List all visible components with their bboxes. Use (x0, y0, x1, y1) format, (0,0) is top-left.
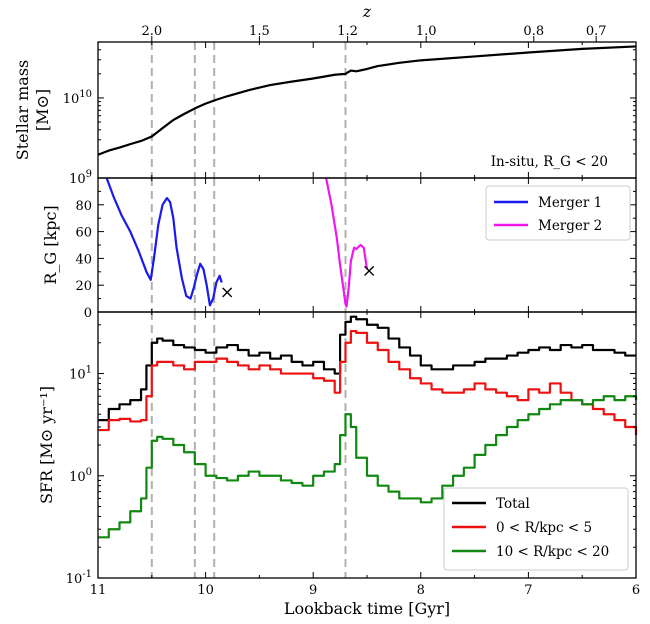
data-layer: ×× (98, 46, 636, 537)
legend-inner-label: 0 < R/kpc < 5 (496, 520, 592, 536)
x-tick-label-2: 9 (309, 583, 317, 598)
sfr-legend: Total 0 < R/kpc < 5 10 < R/kpc < 20 (444, 488, 628, 570)
z-tick-label-5: 0.7 (586, 24, 607, 39)
top-axis-title: z (362, 2, 372, 21)
x-tick-label-0: 11 (90, 583, 107, 598)
y-tick-label-p2-3: 60 (75, 226, 92, 241)
y-tick-label-p2-0: 0 (84, 306, 92, 321)
panel-3-ylabel: SFR [M⊙ yr⁻¹] (37, 386, 56, 504)
series-p3-0-r-kpc-5 (98, 331, 636, 435)
panel-1-ylabel-unit: [M⊙] (33, 89, 52, 131)
reference-lines-layer (152, 42, 346, 578)
in-situ-annotation: In-situ, R_G < 20 (491, 154, 608, 170)
z-tick-label-0: 2.0 (141, 24, 162, 39)
legend-outer-label: 10 < R/kpc < 20 (496, 544, 609, 560)
y-tick-label-p3-0: 10-1 (66, 569, 92, 587)
x-tick-label-3: 8 (417, 583, 425, 598)
series-p2-merger-2 (326, 178, 367, 307)
y-tick-label-p3-1: 100 (69, 467, 92, 485)
y-tick-label-p3-2: 101 (69, 365, 92, 383)
legend-total-label: Total (496, 496, 530, 512)
series-p1-curve (98, 46, 636, 154)
x-tick-label-4: 7 (524, 583, 532, 598)
panel-2-ylabel: R_G [kpc] (41, 205, 60, 284)
y-tick-label-p1-1: 1010 (63, 89, 92, 107)
y-tick-label-p2-1: 20 (75, 279, 92, 294)
y-tick-label-p1-0: 109 (69, 169, 92, 187)
end-marker-2: × (362, 260, 377, 281)
series-p2-merger-1 (107, 178, 222, 305)
x-tick-label-1: 10 (197, 583, 214, 598)
y-tick-label-p2-2: 40 (75, 252, 92, 267)
z-tick-label-3: 1.0 (416, 24, 437, 39)
x-tick-label-5: 6 (632, 583, 640, 598)
z-tick-label-2: 1.2 (337, 24, 358, 39)
end-marker-1: × (220, 282, 235, 303)
z-tick-label-4: 0.8 (523, 24, 544, 39)
merger-legend: Merger 1 Merger 2 (486, 186, 630, 240)
legend-merger-1-label: Merger 1 (538, 195, 602, 211)
x-axis-title: Lookback time [Gyr] (284, 599, 450, 618)
panel-1-ylabel-main: Stellar mass (13, 60, 32, 161)
legend-merger-2-label: Merger 2 (538, 218, 602, 234)
y-tick-label-p2-4: 80 (75, 199, 92, 214)
z-tick-label-1: 1.5 (249, 24, 270, 39)
